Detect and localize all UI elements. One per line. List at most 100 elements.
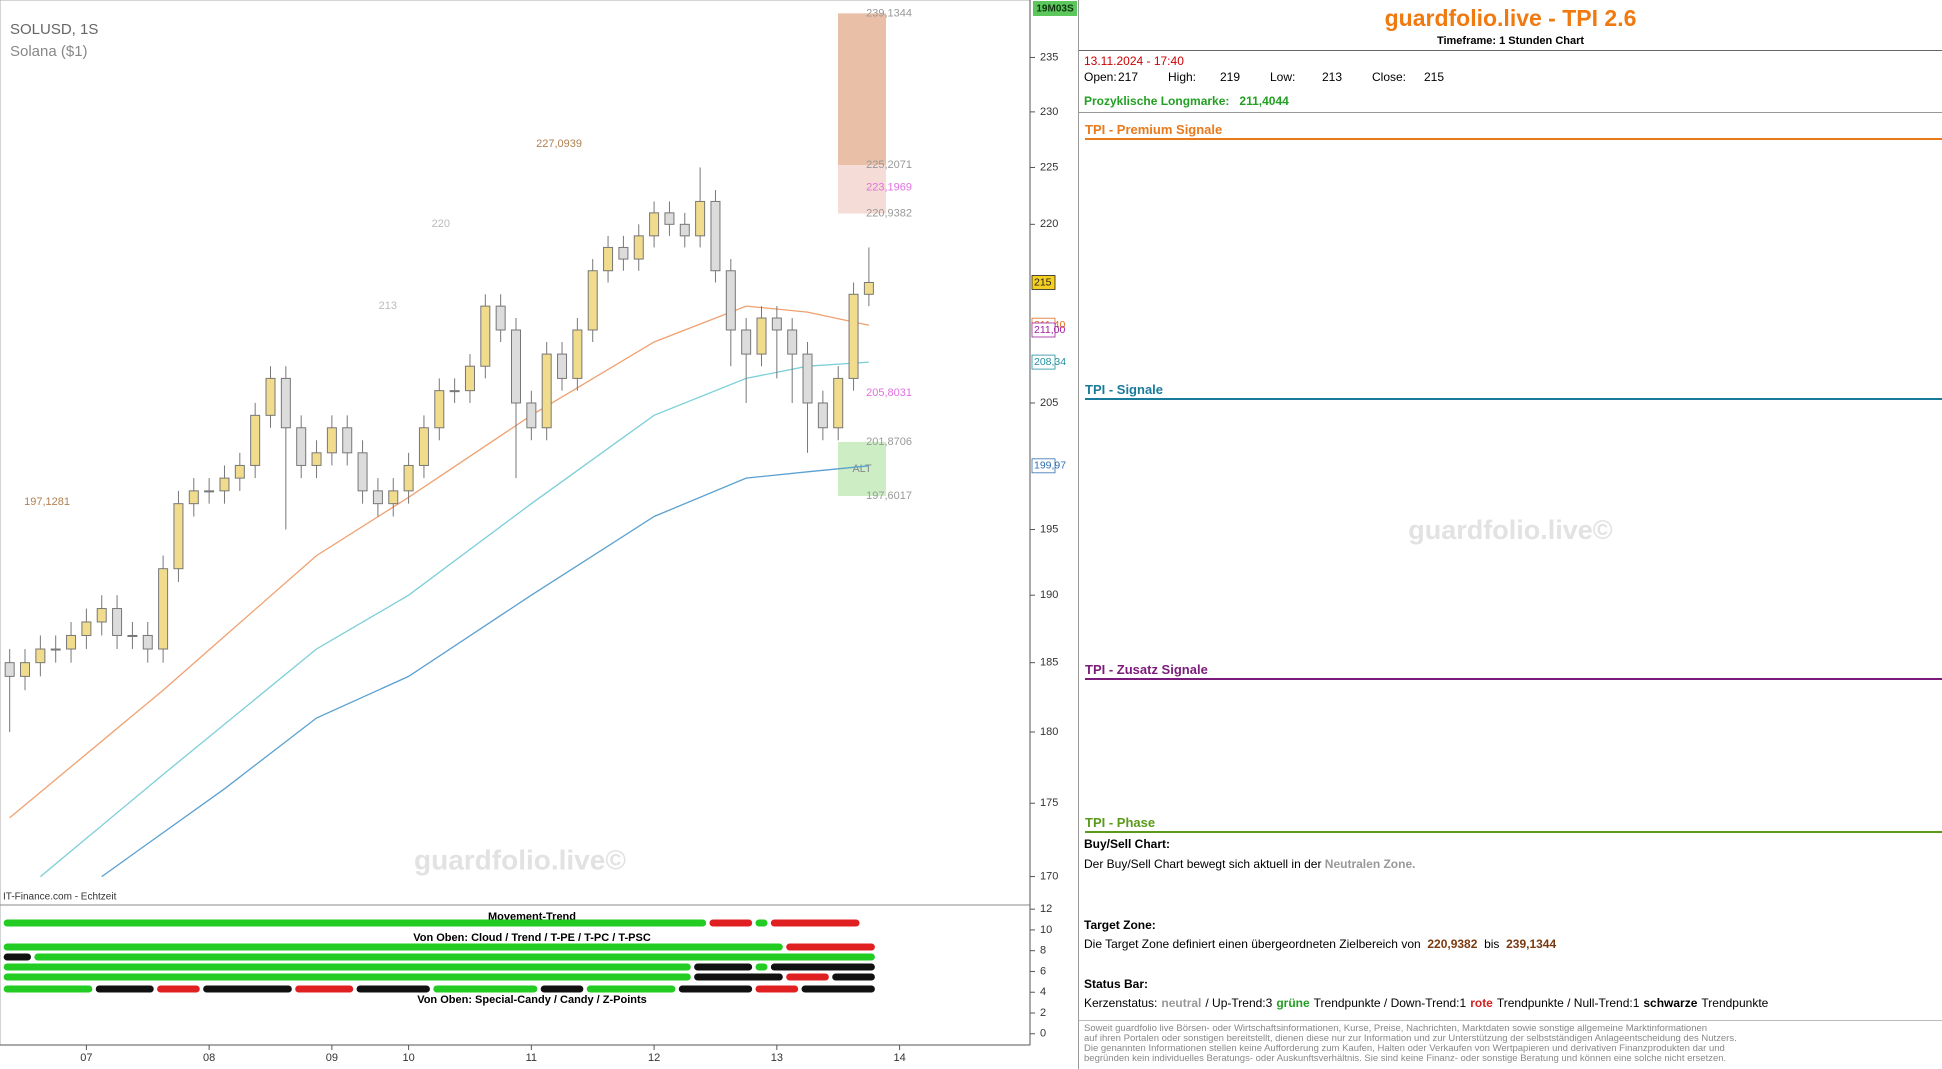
candle-body (188, 490, 199, 505)
x-tick-label: 14 (893, 1052, 905, 1064)
candle-body (296, 427, 307, 466)
price-marker-label: 215 (1034, 276, 1052, 288)
y-tick-label: 195 (1040, 523, 1058, 535)
candle-body (725, 270, 736, 331)
candle-body (817, 402, 828, 429)
indicator-title: Von Oben: Cloud / Trend / T-PE / T-PC / … (413, 932, 651, 944)
level-label: 197,6017 (866, 490, 912, 502)
status-part: grüne (1276, 996, 1310, 1010)
x-tick-label: 13 (771, 1052, 783, 1064)
section-title: TPI - Zusatz Signale (1085, 662, 1942, 680)
timer: 19M03S (1036, 4, 1074, 15)
candle-body (265, 377, 276, 416)
longmarke-label: Prozyklische Longmarke: (1084, 94, 1230, 108)
candle-body (96, 608, 107, 623)
candle-body (557, 353, 568, 379)
longmarke-value: 211,4044 (1239, 94, 1289, 108)
watermark: guardfolio.live© (414, 844, 626, 875)
candle-body (833, 377, 844, 429)
candle-body (541, 353, 552, 429)
indicator-tick-label: 2 (1040, 1007, 1046, 1019)
candle-body (326, 427, 337, 454)
x-tick-label: 08 (203, 1052, 215, 1064)
trend-segment (3, 919, 707, 927)
text: Der Buy/Sell Chart bewegt sich aktuell i… (1084, 857, 1322, 871)
buysell-text: Der Buy/Sell Chart bewegt sich aktuell i… (1084, 857, 1415, 871)
indicator-tick-label: 6 (1040, 965, 1046, 977)
x-tick-label: 07 (80, 1052, 92, 1064)
ohlc-label: High: (1168, 70, 1197, 84)
section-title: TPI - Phase (1085, 815, 1942, 833)
target-to: 239,1344 (1506, 937, 1557, 951)
candle-body (710, 200, 721, 272)
candle-body (388, 490, 399, 505)
y-tick-label: 230 (1040, 106, 1058, 118)
status-heading: Status Bar: (1084, 977, 1149, 991)
candle-body (66, 634, 77, 650)
x-tick-label: 09 (326, 1052, 338, 1064)
panel-title: guardfolio.live - TPI 2.6 (1384, 5, 1637, 31)
trend-segment (433, 985, 538, 993)
level-label: 223,1969 (866, 182, 912, 194)
trend-segment (3, 963, 691, 971)
ohlc-value: 219 (1220, 70, 1241, 84)
status-part: Trendpunkte / Down-Trend:1 (1313, 996, 1467, 1010)
level-label: 201,8706 (866, 436, 912, 448)
trend-segment (540, 985, 584, 993)
candle-body (587, 270, 598, 331)
indicator-title: Von Oben: Special-Candy / Candy / Z-Poin… (417, 994, 647, 1006)
level-label: 239,1344 (866, 7, 912, 19)
trend-segment (786, 973, 829, 981)
ohlc-value: 215 (1424, 70, 1445, 84)
candle-body (219, 477, 230, 492)
y-tick-label: 220 (1040, 218, 1058, 230)
candle-body (280, 377, 291, 429)
candle-body (771, 317, 782, 331)
level-label: 227,0939 (536, 138, 582, 150)
trend-segment (586, 985, 676, 993)
indicator-tick-label: 0 (1040, 1028, 1046, 1040)
average-line (101, 465, 869, 878)
candle-body (127, 634, 138, 637)
candle-body (464, 365, 475, 392)
zone: Neutralen Zone. (1324, 857, 1416, 871)
target-zone (838, 165, 886, 214)
candle-body (511, 329, 521, 404)
trend-segment (3, 985, 93, 993)
candle-body (603, 246, 614, 272)
longmarke: Prozyklische Longmarke: 211,4044 (1084, 94, 1289, 108)
level-label: 220 (432, 218, 450, 230)
candle-body (495, 305, 506, 331)
trend-segment (95, 985, 154, 993)
y-tick-label: 205 (1040, 397, 1058, 409)
candle-body (848, 293, 859, 379)
ohlc-label: Low: (1270, 70, 1296, 84)
y-tick-label: 190 (1040, 589, 1058, 601)
disclaimer-line: Soweit guardfolio live Börsen- oder Wirt… (1084, 1023, 1708, 1034)
y-tick-label: 185 (1040, 657, 1058, 669)
section-title: TPI - Premium Signale (1085, 122, 1942, 140)
disclaimer: Soweit guardfolio live Börsen- oder Wirt… (1084, 1024, 1737, 1064)
indicator-tick-label: 10 (1040, 924, 1052, 936)
candle-body (173, 503, 184, 570)
target-from: 220,9382 (1427, 937, 1478, 951)
candle-body (633, 235, 644, 260)
ohlc-value: 217 (1118, 70, 1139, 84)
status-part: schwarze (1643, 996, 1698, 1010)
candle-body (234, 464, 245, 479)
candle-body (112, 608, 123, 636)
trend-segment (832, 973, 875, 981)
disclaimer-line: begründen kein individuelles Beratungs- … (1084, 1053, 1727, 1064)
datetime: 13.11.2024 - 17:40 (1084, 54, 1184, 68)
price-marker-label: 199,97 (1034, 460, 1066, 472)
trend-segment (3, 973, 691, 981)
text: Die Target Zone definiert einen übergeor… (1084, 937, 1421, 951)
indicator-tick-label: 12 (1040, 903, 1052, 915)
zone-label: ALT (852, 463, 872, 475)
disclaimer-line: auf ihren Portalen oder sonstigen bereit… (1084, 1033, 1737, 1044)
disclaimer-line: Die genannten Informationen stellen kein… (1084, 1043, 1725, 1054)
divider (1079, 1020, 1942, 1021)
candle-body (741, 329, 752, 355)
price-marker-label: 208,34 (1034, 356, 1066, 368)
